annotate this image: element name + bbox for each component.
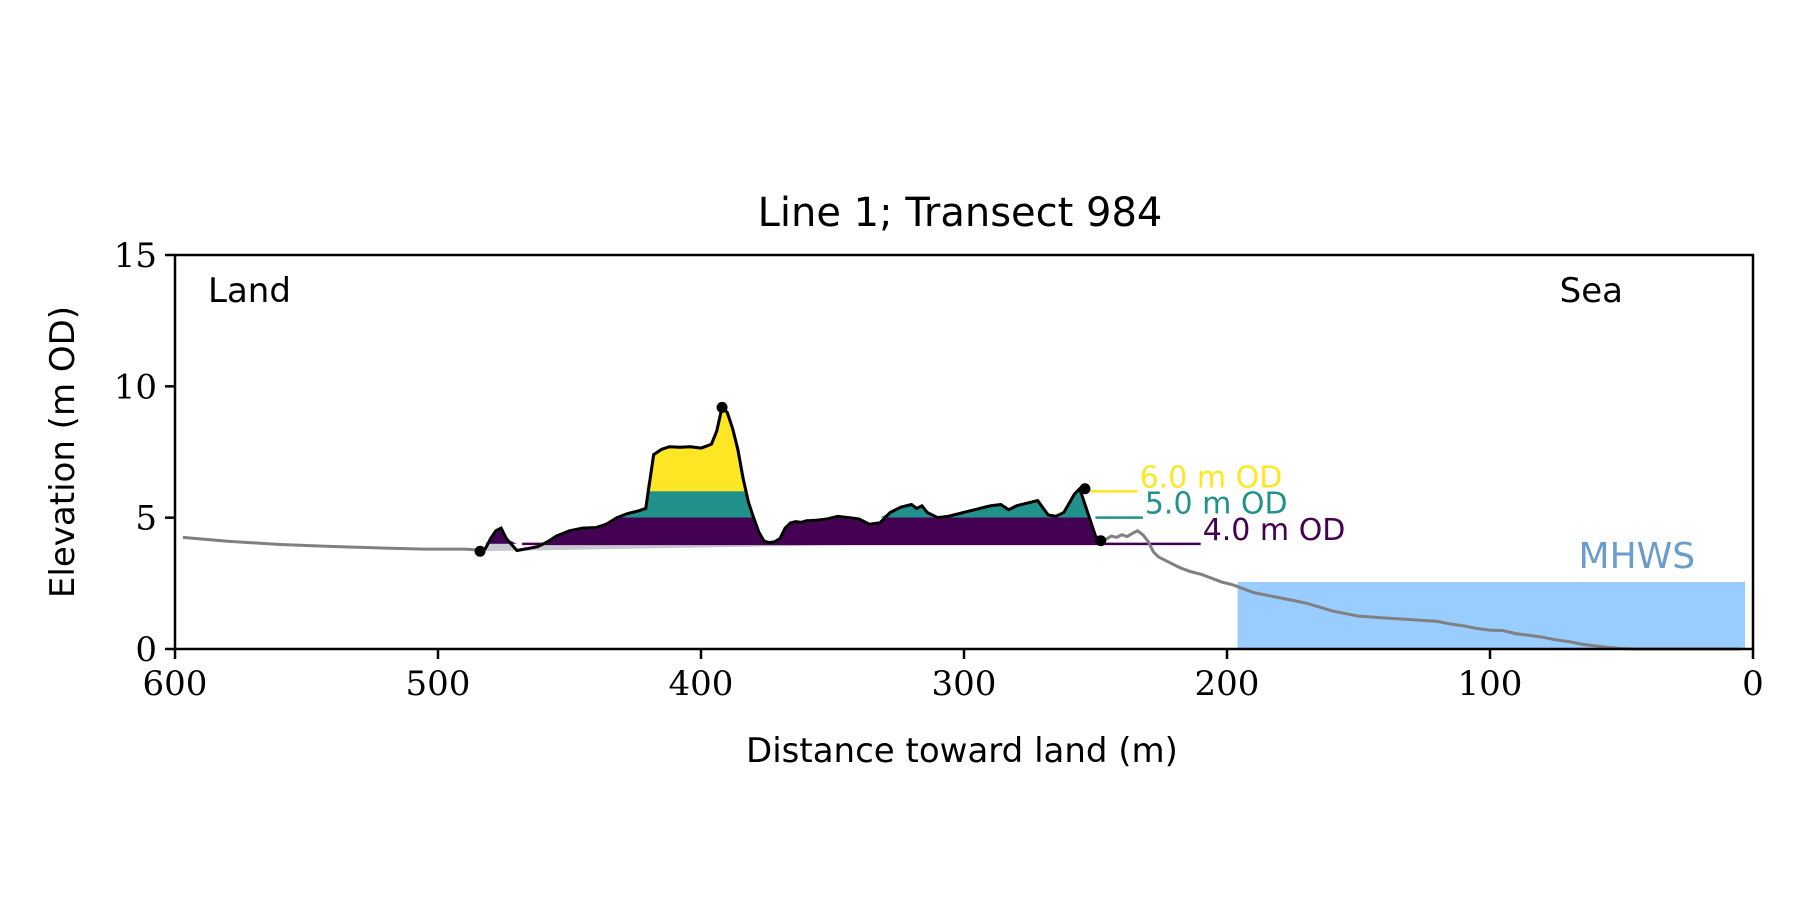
corner-label-land: Land [208, 271, 291, 311]
y-tick-label-10: 10 [114, 367, 157, 407]
y-axis: 0 5 10 15 [114, 236, 175, 670]
volume-fill-4 [480, 407, 1101, 544]
x-tick-label-500: 500 [406, 664, 471, 704]
marker-point-0 [474, 545, 486, 557]
x-tick-label-300: 300 [932, 664, 997, 704]
marker-point-3 [1095, 535, 1107, 547]
marker-point-2 [1079, 483, 1091, 495]
dune-line [479, 404, 1102, 553]
mhws-label: MHWS [1579, 536, 1696, 577]
level-label-6: 6.0 m OD [1140, 460, 1283, 495]
y-tick-label-15: 15 [114, 236, 157, 276]
level-label-5: 5.0 m OD [1145, 487, 1288, 522]
volume-fill-6 [480, 407, 1101, 492]
x-tick-label-0: 0 [1742, 664, 1764, 704]
x-tick-label-400: 400 [669, 664, 734, 704]
x-tick-label-200: 200 [1195, 664, 1260, 704]
x-axis: 600 500 400 300 200 100 0 [143, 649, 1764, 704]
level-label-4: 4.0 m OD [1203, 513, 1346, 548]
corner-label-sea: Sea [1560, 271, 1623, 311]
marker-point-1 [716, 401, 728, 413]
mhws-water [1237, 582, 1746, 649]
x-tick-label-100: 100 [1458, 664, 1523, 704]
y-axis-label: Elevation (m OD) [43, 306, 83, 598]
plot-area: 6.0 m OD5.0 m OD4.0 m OD MHWS [182, 401, 1746, 651]
y-tick-label-5: 5 [135, 499, 157, 539]
chart-title: Line 1; Transect 984 [758, 190, 1163, 236]
x-tick-label-600: 600 [143, 664, 208, 704]
y-tick-label-0: 0 [135, 630, 157, 670]
x-axis-label: Distance toward land (m) [746, 731, 1178, 771]
volume-fill-5 [616, 407, 1091, 518]
